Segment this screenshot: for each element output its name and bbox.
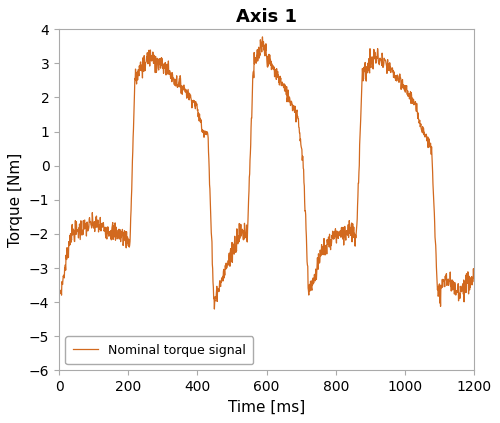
Title: Axis 1: Axis 1	[236, 8, 297, 26]
Legend: Nominal torque signal: Nominal torque signal	[66, 336, 253, 364]
X-axis label: Time [ms]: Time [ms]	[228, 400, 305, 415]
Y-axis label: Torque [Nm]: Torque [Nm]	[8, 153, 24, 247]
